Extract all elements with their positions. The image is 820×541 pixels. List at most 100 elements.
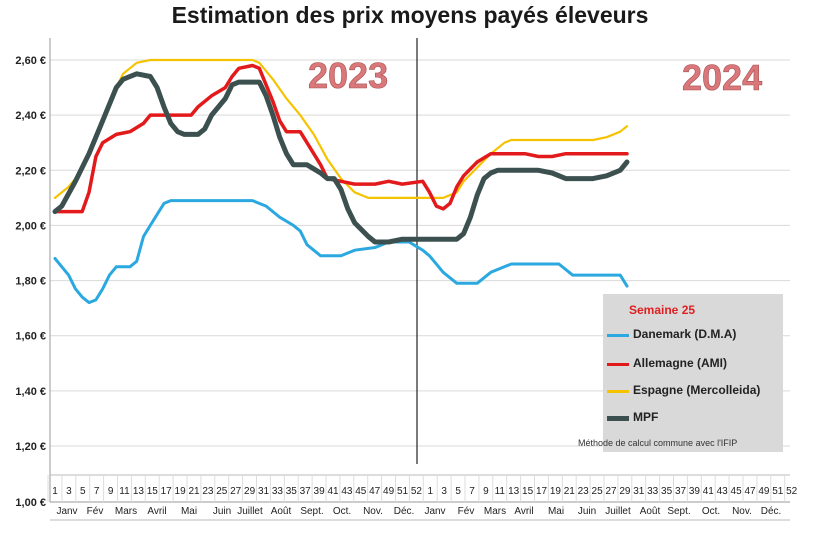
series-line-espagne-mercolleida	[53, 58, 629, 199]
month-label: Nov.	[732, 506, 752, 517]
x-tick-label: 47	[369, 486, 381, 497]
legend: Semaine 25 Danemark (D.M.A) Allemagne (A…	[603, 294, 783, 452]
x-axis-ticks: 1 3 5 7 9 11 13 15 17 19 21 23 25 27 29 31 33 35 37 39 41 43 4…	[47, 475, 798, 502]
x-tick-label: 5	[80, 486, 86, 497]
x-tick-label: 3	[441, 486, 447, 497]
x-tick-label: 29	[244, 486, 256, 497]
month-label: Déc.	[394, 506, 415, 517]
month-label: Mai	[548, 506, 564, 517]
legend-swatch-danemark	[607, 334, 629, 337]
x-tick-label: 52	[411, 486, 423, 497]
y-axis-ticks: 1,00 € 1,20 € 1,40 € 1,60 € 1,80 € 2,00 € 2,20…	[15, 55, 46, 509]
x-tick-label: 21	[188, 486, 200, 497]
x-tick-label: 15	[147, 486, 159, 497]
x-tick-label: 9	[483, 486, 489, 497]
x-tick-label: 1	[428, 486, 434, 497]
x-tick-label: 21	[564, 486, 576, 497]
series-line-mpf	[52, 71, 630, 245]
legend-title: Semaine 25	[629, 303, 696, 317]
y-tick-label: 2,00 €	[15, 220, 46, 232]
month-label: Oct.	[333, 506, 351, 517]
x-tick-label: 15	[522, 486, 534, 497]
month-label: Janv	[424, 506, 445, 517]
x-tick-label: 23	[578, 486, 590, 497]
x-tick-label: 43	[717, 486, 729, 497]
month-label: Sept.	[300, 506, 323, 517]
x-tick-label: 31	[633, 486, 645, 497]
x-tick-label: 37	[675, 486, 687, 497]
x-tick-label: 51	[772, 486, 784, 497]
year-label-2023: 2023	[308, 55, 388, 96]
x-tick-label: 39	[689, 486, 701, 497]
x-tick-label: 33	[272, 486, 284, 497]
month-label: Oct.	[702, 506, 720, 517]
month-label: Juillet	[237, 506, 263, 517]
month-label: Avril	[514, 506, 533, 517]
month-label: Août	[640, 506, 661, 517]
x-tick-label: 13	[133, 486, 145, 497]
x-tick-label: 41	[327, 486, 339, 497]
x-tick-label: 33	[647, 486, 659, 497]
x-tick-label: 45	[355, 486, 367, 497]
legend-note: Méthode de calcul commune avec l'IFIP	[578, 438, 738, 448]
y-tick-label: 2,20 €	[15, 165, 46, 177]
y-tick-label: 1,20 €	[15, 441, 46, 453]
series-lines	[52, 58, 630, 305]
month-label: Mars	[484, 506, 506, 517]
legend-swatch-espagne	[607, 390, 629, 393]
x-tick-label: 49	[383, 486, 395, 497]
x-tick-label: 9	[108, 486, 114, 497]
month-labels: Janv Fév Mars Avril Mai Juin Juillet Août Sept. O…	[56, 506, 781, 517]
x-tick-label: 11	[495, 486, 506, 497]
x-tick-label: 5	[455, 486, 461, 497]
chart-title: Estimation des prix moyens payés éleveur…	[171, 2, 649, 28]
x-tick-label: 25	[592, 486, 604, 497]
month-label: Juillet	[605, 506, 631, 517]
x-tick-label: 43	[341, 486, 353, 497]
x-tick-label: 35	[661, 486, 673, 497]
month-label: Mars	[115, 506, 137, 517]
legend-label-danemark: Danemark (D.M.A)	[633, 327, 737, 341]
y-tick-label: 2,40 €	[15, 110, 46, 122]
y-tick-label: 2,60 €	[15, 55, 46, 67]
y-tick-label: 1,60 €	[15, 331, 46, 343]
legend-label-espagne: Espagne (Mercolleida)	[633, 383, 761, 397]
month-label: Janv	[56, 506, 77, 517]
x-tick-label: 41	[703, 486, 715, 497]
legend-swatch-allemagne	[607, 363, 629, 366]
y-tick-label: 1,40 €	[15, 386, 46, 398]
series-line-allemagne-ami	[53, 63, 629, 214]
legend-swatch-mpf	[607, 416, 629, 421]
x-tick-label: 23	[202, 486, 214, 497]
x-tick-label: 11	[119, 486, 130, 497]
x-tick-label: 31	[258, 486, 270, 497]
month-label: Juin	[213, 506, 231, 517]
x-tick-label: 39	[314, 486, 326, 497]
x-tick-label: 47	[744, 486, 756, 497]
x-tick-label: 49	[758, 486, 770, 497]
legend-label-allemagne: Allemagne (AMI)	[633, 356, 728, 370]
month-label: Fév	[458, 506, 475, 517]
x-tick-label: 17	[536, 486, 548, 497]
x-tick-label: 19	[550, 486, 562, 497]
x-tick-label: 45	[731, 486, 743, 497]
y-tick-label: 1,80 €	[15, 276, 46, 288]
year-label-2024: 2024	[682, 57, 762, 98]
x-tick-label: 29	[619, 486, 631, 497]
x-tick-label: 1	[52, 486, 58, 497]
month-label: Fév	[87, 506, 104, 517]
x-tick-label: 25	[216, 486, 228, 497]
x-tick-label: 17	[161, 486, 173, 497]
x-tick-label: 35	[286, 486, 298, 497]
x-tick-label: 27	[605, 486, 617, 497]
month-label: Mai	[181, 506, 197, 517]
x-tick-label: 7	[469, 486, 475, 497]
month-label: Avril	[147, 506, 166, 517]
month-label: Déc.	[761, 506, 782, 517]
x-tick-label: 51	[397, 486, 409, 497]
legend-label-mpf: MPF	[633, 410, 659, 424]
x-tick-label: 52	[786, 486, 798, 497]
month-label: Nov.	[363, 506, 383, 517]
x-tick-label: 3	[66, 486, 72, 497]
